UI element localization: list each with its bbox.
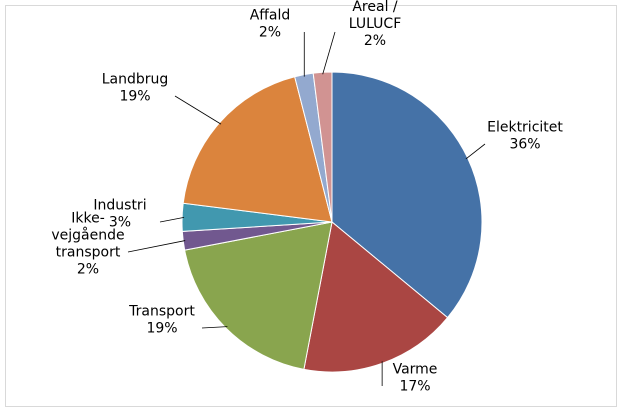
label-line: Areal / <box>352 0 398 15</box>
slice-label: Varme <box>393 362 438 378</box>
slice-label: Industri <box>93 198 146 214</box>
leader-line <box>465 143 486 160</box>
label-line: Varme <box>393 362 438 378</box>
label-line: transport <box>56 245 121 261</box>
pie-slice <box>312 71 333 223</box>
leader-line <box>174 95 222 125</box>
label-line: Affald <box>250 8 291 24</box>
value-label: 2% <box>364 33 386 49</box>
pie-slice <box>184 221 333 370</box>
value-label: 2% <box>259 25 281 41</box>
leader-line <box>159 216 185 223</box>
pie-slice <box>331 71 483 319</box>
slice-label: Elektricitet <box>487 120 563 136</box>
slice-label: Ikke-vejgående transport <box>51 211 124 261</box>
label-line: Landbrug <box>102 72 169 88</box>
value-label: 19% <box>146 321 177 337</box>
slice-label: Landbrug <box>102 72 169 88</box>
value-label: 17% <box>399 379 430 395</box>
label-line: LULUCF <box>349 16 402 32</box>
slice-label: Transport <box>128 304 195 320</box>
label-line: Elektricitet <box>487 120 563 136</box>
leader-line <box>201 326 228 329</box>
slice-label: Affald <box>250 8 291 24</box>
leader-line <box>322 31 336 75</box>
leader-line <box>127 240 186 253</box>
label-line: Ikke- <box>71 211 105 227</box>
value-label: 2% <box>77 262 99 278</box>
slice-label: Areal / LULUCF <box>349 0 402 32</box>
label-line: vejgående <box>51 227 124 244</box>
value-label: 36% <box>509 137 540 153</box>
value-label: 3% <box>109 215 131 231</box>
label-line: Transport <box>128 304 195 320</box>
label-line: Industri <box>93 198 146 214</box>
pie-slice <box>303 221 449 373</box>
value-label: 19% <box>119 89 150 105</box>
